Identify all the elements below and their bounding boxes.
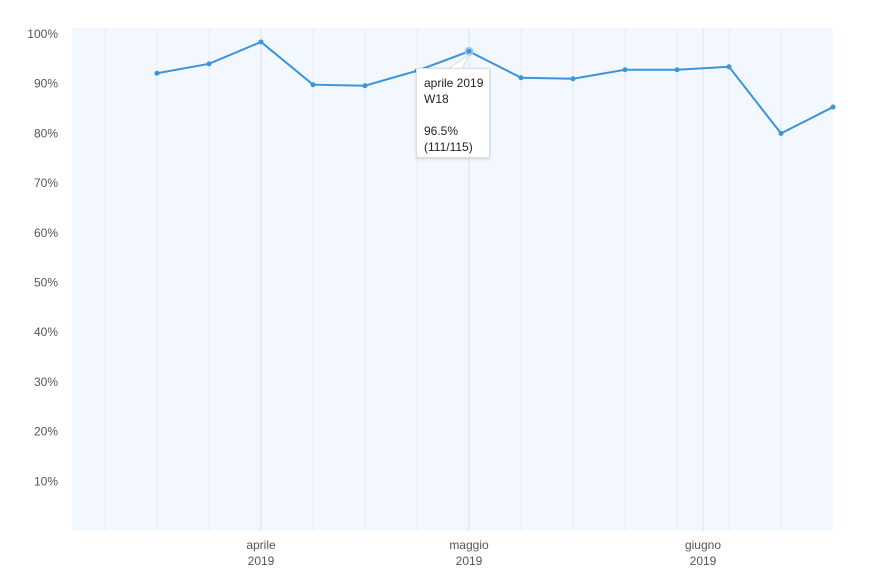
y-tick-label: 50% (34, 276, 58, 290)
data-point (726, 64, 732, 70)
data-point (154, 70, 160, 76)
y-tick-label: 90% (34, 77, 58, 91)
x-tick-year: 2019 (456, 554, 483, 568)
data-point (206, 61, 212, 67)
y-tick-label: 80% (34, 126, 58, 140)
tooltip: aprile 2019 W18 96.5% (111/115) (416, 68, 490, 158)
series-line (156, 40, 834, 135)
x-tick-label: maggio (449, 538, 489, 552)
x-tick-label: giugno (685, 538, 721, 552)
data-point (778, 130, 784, 136)
x-tick-label: aprile (246, 538, 276, 552)
data-point (362, 83, 368, 89)
data-point (258, 39, 264, 45)
tooltip-ratio: (111/115) (424, 140, 473, 154)
data-point (622, 67, 628, 73)
y-tick-label: 20% (34, 425, 58, 439)
x-tick-year: 2019 (690, 554, 717, 568)
tooltip-week: W18 (424, 92, 449, 106)
y-tick-label: 70% (34, 176, 58, 190)
data-point (570, 76, 576, 82)
tooltip-period: aprile 2019 (424, 76, 484, 90)
x-tick-year: 2019 (248, 554, 275, 568)
y-tick-label: 60% (34, 226, 58, 240)
y-tick-label: 10% (34, 474, 58, 488)
data-point (310, 82, 316, 88)
tooltip-value: 96.5% (424, 124, 459, 138)
data-point (518, 75, 524, 81)
data-point (674, 67, 680, 73)
y-tick-label: 30% (34, 375, 58, 389)
y-tick-label: 40% (34, 325, 58, 339)
y-tick-label: 100% (27, 27, 58, 41)
data-point (830, 104, 836, 110)
